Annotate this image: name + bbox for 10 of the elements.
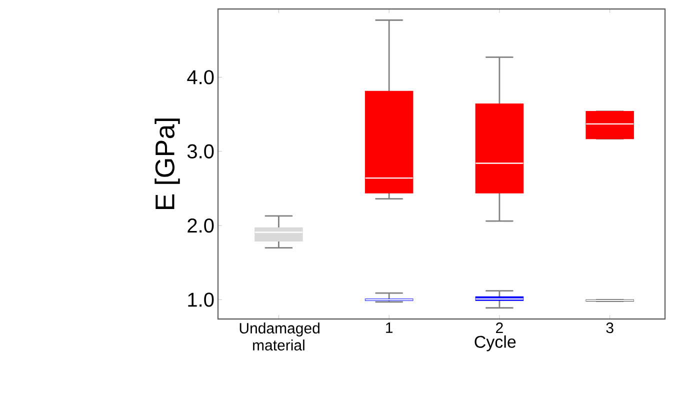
x-tick-label: 3 xyxy=(606,322,614,334)
x-tick-label: 1 xyxy=(386,322,393,333)
y-tick-label: 2.0 xyxy=(188,218,214,233)
y-tick-label: 1.0 xyxy=(188,292,214,307)
x-tick-label: 2 xyxy=(496,322,503,333)
y-tick-label: 4.0 xyxy=(187,70,214,84)
x-tick-label: Undamaged material xyxy=(240,322,320,351)
y-tick-label: 3.0 xyxy=(187,144,214,158)
y-axis-title: E [GPa] xyxy=(154,118,180,210)
x-axis-title: Cycle xyxy=(474,335,516,352)
